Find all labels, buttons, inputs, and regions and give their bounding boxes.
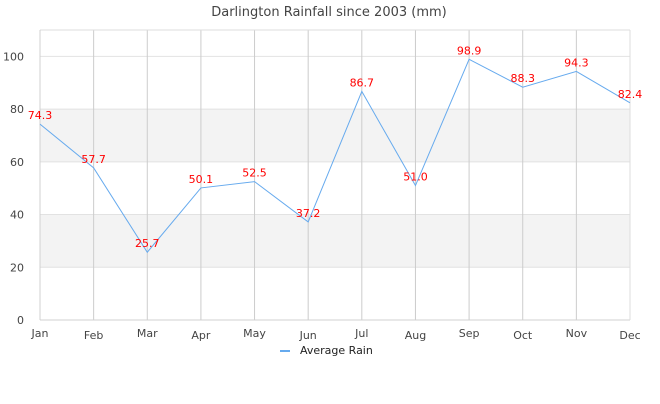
x-tick-label: Oct [513, 329, 533, 342]
chart-title: Darlington Rainfall since 2003 (mm) [211, 5, 447, 20]
data-label: 94.3 [564, 56, 589, 69]
data-label: 86.7 [350, 76, 375, 89]
y-tick-label: 80 [10, 103, 24, 116]
data-label: 98.9 [457, 44, 482, 57]
data-label: 57.7 [81, 153, 106, 166]
data-label: 74.3 [28, 109, 53, 122]
shaded-band [40, 214, 630, 268]
data-label: 82.4 [618, 88, 643, 101]
y-tick-label: 100 [3, 50, 24, 63]
x-tick-label: Mar [137, 327, 158, 340]
x-tick-label: Jan [31, 327, 49, 340]
x-tick-label: Sep [459, 327, 480, 340]
x-tick-label: Jun [299, 329, 317, 342]
x-tick-label: Apr [191, 329, 211, 342]
shaded-band [40, 109, 630, 162]
y-tick-label: 40 [10, 209, 24, 222]
x-tick-label: May [243, 327, 266, 340]
data-label: 50.1 [189, 173, 214, 186]
y-tick-label: 0 [17, 314, 24, 327]
x-tick-label: Feb [84, 329, 103, 342]
data-label: 52.5 [242, 167, 267, 180]
data-label: 88.3 [510, 72, 535, 85]
x-tick-label: Dec [619, 329, 640, 342]
data-label: 37.2 [296, 207, 321, 220]
series-line-average-rain [39, 58, 631, 254]
legend-label: Average Rain [300, 344, 373, 357]
data-label: 51.0 [403, 171, 428, 184]
x-tick-label: Jul [354, 327, 368, 340]
x-tick-label: Aug [405, 329, 426, 342]
y-tick-label: 60 [10, 156, 24, 169]
y-tick-label: 20 [10, 261, 24, 274]
data-label: 25.7 [135, 237, 160, 250]
legend[interactable]: Average Rain [280, 344, 373, 357]
x-tick-label: Nov [566, 327, 588, 340]
